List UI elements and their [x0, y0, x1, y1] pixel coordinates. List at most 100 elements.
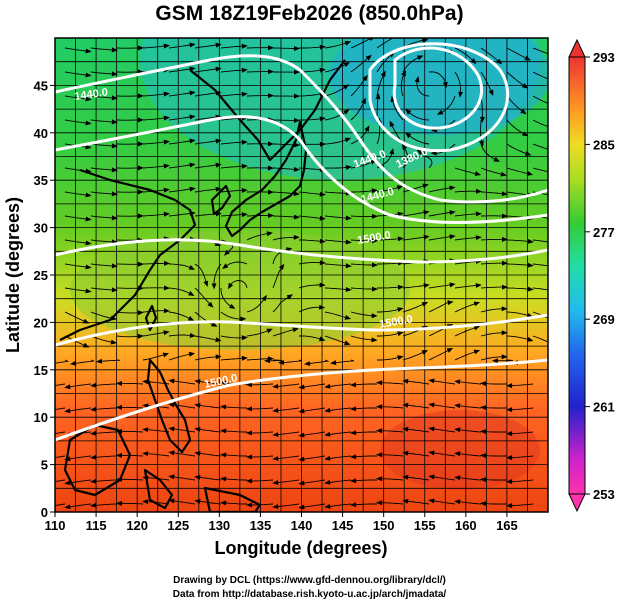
streamline: [509, 479, 534, 483]
streamline-arrow: [553, 193, 559, 198]
streamline: [275, 503, 300, 508]
streamline-arrow: [267, 165, 274, 171]
streamline-arrow: [324, 455, 331, 461]
streamline-arrow: [416, 149, 423, 156]
streamline: [379, 382, 404, 385]
streamline-arrow: [492, 358, 498, 364]
streamline: [402, 211, 427, 217]
streamline-arrow: [246, 478, 252, 484]
streamline-arrow: [168, 426, 175, 432]
colorbar-label: 293: [593, 50, 615, 65]
streamline-arrow: [82, 318, 90, 324]
streamline-arrow: [220, 452, 227, 458]
streamline: [428, 235, 453, 241]
streamline-arrow: [229, 303, 236, 309]
streamline: [532, 47, 548, 55]
streamline: [220, 214, 246, 217]
streamline-arrow: [521, 83, 529, 89]
streamline: [400, 72, 406, 97]
streamline-arrow: [551, 318, 557, 323]
streamline-arrow: [298, 384, 305, 390]
y-tick-label: 10: [34, 410, 48, 425]
streamline-arrow: [447, 300, 454, 306]
streamline: [532, 119, 548, 128]
streamline-arrow: [552, 53, 559, 58]
streamline-arrow: [137, 213, 144, 219]
streamline: [480, 286, 505, 289]
streamline: [90, 167, 115, 171]
streamline: [298, 306, 323, 313]
streamline: [480, 47, 501, 63]
streamline: [168, 311, 192, 320]
streamline-arrow: [188, 265, 195, 270]
streamline: [324, 41, 349, 49]
streamline-arrow: [506, 479, 513, 485]
streamline: [402, 56, 421, 73]
coastline-eurasia-north: [189, 59, 346, 162]
streamline: [222, 478, 247, 481]
streamline: [377, 286, 402, 289]
streamline-arrow: [137, 310, 144, 316]
streamline: [194, 164, 219, 169]
streamline: [405, 380, 430, 385]
streamline: [324, 239, 349, 243]
streamline: [171, 428, 196, 433]
streamline-arrow: [222, 263, 229, 269]
streamline: [480, 167, 505, 176]
streamline-arrow: [268, 69, 274, 75]
streamline: [327, 479, 352, 484]
streamline-arrow: [168, 450, 175, 456]
streamline-arrow: [189, 138, 196, 144]
coastline-japan: [224, 120, 308, 238]
streamline-arrow: [168, 378, 175, 384]
map-title: GSM 18Z19Feb2026 (850.0hPa): [155, 2, 464, 25]
credit-drawing: Drawing by DCL (https://www.gfd-dennou.o…: [173, 575, 446, 586]
streamline-arrow: [189, 90, 196, 96]
x-tick-label: 155: [414, 518, 436, 533]
streamline: [197, 476, 222, 481]
streamline-arrow: [428, 402, 435, 408]
streamline-arrow: [345, 239, 352, 245]
y-tick-label: 0: [41, 505, 48, 520]
streamline: [532, 335, 548, 343]
streamline: [272, 215, 298, 218]
streamline-arrow: [527, 336, 534, 342]
streamline-arrow: [220, 404, 227, 410]
streamline-arrow: [436, 109, 444, 115]
streamline: [142, 213, 167, 217]
streamline: [350, 38, 373, 49]
streamline-arrow: [480, 429, 487, 435]
streamline: [431, 404, 456, 409]
streamline-arrow: [480, 405, 487, 411]
streamline-arrow: [163, 330, 170, 336]
streamline: [194, 263, 208, 285]
streamline-arrow: [371, 286, 378, 292]
streamline: [327, 455, 352, 460]
streamline-arrow: [111, 71, 118, 77]
streamline-arrow: [551, 103, 558, 108]
streamline-arrow: [319, 215, 326, 221]
streamline-arrow: [163, 285, 170, 291]
streamline-arrow: [241, 212, 248, 218]
streamline-arrow: [553, 217, 559, 222]
streamline-arrow: [292, 327, 299, 333]
streamline-arrow: [526, 171, 534, 176]
streamline: [299, 239, 323, 242]
streamline-arrow: [137, 333, 144, 339]
streamline-arrow: [345, 215, 352, 221]
streamline-arrow: [116, 380, 122, 386]
y-tick-label: 35: [34, 173, 48, 188]
streamline-arrow: [85, 216, 92, 222]
streamline-arrow: [376, 452, 383, 458]
streamline: [454, 326, 478, 337]
streamline-arrow: [137, 141, 144, 147]
streamline-arrow: [319, 141, 326, 147]
streamline: [90, 119, 115, 123]
streamline: [171, 452, 196, 457]
streamline: [376, 53, 393, 73]
contour-label: 1500.0: [356, 229, 391, 247]
x-axis-title: Longitude (degrees): [214, 538, 387, 558]
streamline: [407, 110, 430, 121]
streamline-arrow: [227, 282, 234, 290]
streamline-arrow: [350, 430, 357, 436]
